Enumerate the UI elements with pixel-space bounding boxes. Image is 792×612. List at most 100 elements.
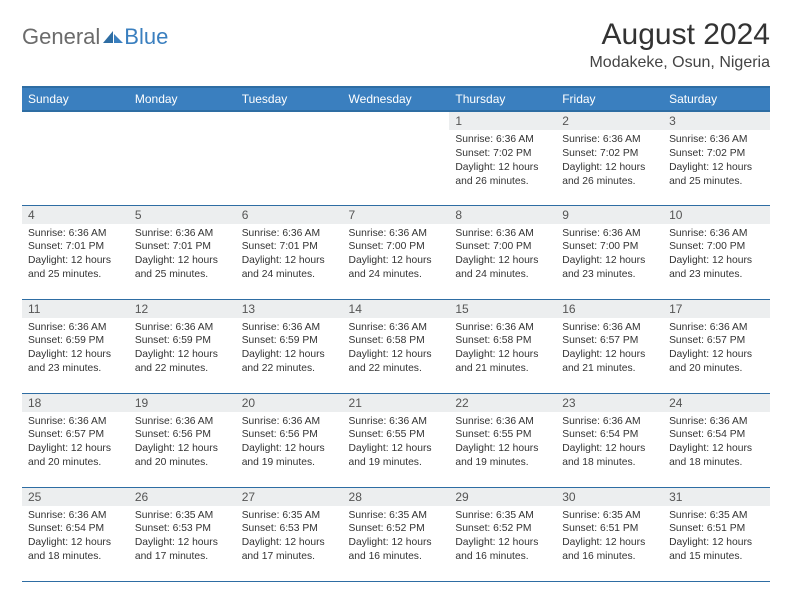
daylight-text: Daylight: 12 hours and 17 minutes. bbox=[135, 536, 230, 564]
calendar-day-cell: 13Sunrise: 6:36 AMSunset: 6:59 PMDayligh… bbox=[236, 299, 343, 393]
day-details: Sunrise: 6:36 AMSunset: 6:58 PMDaylight:… bbox=[449, 318, 556, 381]
day-number: 17 bbox=[663, 300, 770, 318]
calendar-day-cell: 23Sunrise: 6:36 AMSunset: 6:54 PMDayligh… bbox=[556, 393, 663, 487]
daylight-text: Daylight: 12 hours and 20 minutes. bbox=[28, 442, 123, 470]
sunrise-text: Sunrise: 6:36 AM bbox=[562, 415, 657, 429]
daylight-text: Daylight: 12 hours and 18 minutes. bbox=[669, 442, 764, 470]
sunset-text: Sunset: 7:02 PM bbox=[669, 147, 764, 161]
day-number: 11 bbox=[22, 300, 129, 318]
day-number: 30 bbox=[556, 488, 663, 506]
sunrise-text: Sunrise: 6:36 AM bbox=[455, 321, 550, 335]
calendar-day-cell bbox=[22, 111, 129, 205]
calendar-day-cell: 27Sunrise: 6:35 AMSunset: 6:53 PMDayligh… bbox=[236, 487, 343, 581]
day-number: 9 bbox=[556, 206, 663, 224]
calendar-day-cell: 7Sunrise: 6:36 AMSunset: 7:00 PMDaylight… bbox=[343, 205, 450, 299]
sunrise-text: Sunrise: 6:35 AM bbox=[562, 509, 657, 523]
calendar-day-cell: 19Sunrise: 6:36 AMSunset: 6:56 PMDayligh… bbox=[129, 393, 236, 487]
day-details: Sunrise: 6:36 AMSunset: 7:01 PMDaylight:… bbox=[236, 224, 343, 287]
day-details: Sunrise: 6:35 AMSunset: 6:52 PMDaylight:… bbox=[343, 506, 450, 569]
weekday-header: Thursday bbox=[449, 87, 556, 111]
day-details: Sunrise: 6:36 AMSunset: 6:55 PMDaylight:… bbox=[449, 412, 556, 475]
sunrise-text: Sunrise: 6:36 AM bbox=[349, 321, 444, 335]
location-subtitle: Modakeke, Osun, Nigeria bbox=[589, 54, 770, 72]
day-number: 18 bbox=[22, 394, 129, 412]
calendar-day-cell bbox=[236, 111, 343, 205]
day-number: 10 bbox=[663, 206, 770, 224]
day-details: Sunrise: 6:36 AMSunset: 6:54 PMDaylight:… bbox=[556, 412, 663, 475]
calendar-day-cell: 2Sunrise: 6:36 AMSunset: 7:02 PMDaylight… bbox=[556, 111, 663, 205]
sunrise-text: Sunrise: 6:36 AM bbox=[669, 321, 764, 335]
day-number: 21 bbox=[343, 394, 450, 412]
sunset-text: Sunset: 6:57 PM bbox=[28, 428, 123, 442]
weekday-header: Monday bbox=[129, 87, 236, 111]
logo: General Blue bbox=[22, 24, 168, 50]
daylight-text: Daylight: 12 hours and 24 minutes. bbox=[242, 254, 337, 282]
day-details: Sunrise: 6:36 AMSunset: 6:57 PMDaylight:… bbox=[663, 318, 770, 381]
day-details: Sunrise: 6:36 AMSunset: 6:59 PMDaylight:… bbox=[236, 318, 343, 381]
sunrise-text: Sunrise: 6:36 AM bbox=[135, 227, 230, 241]
calendar-day-cell: 29Sunrise: 6:35 AMSunset: 6:52 PMDayligh… bbox=[449, 487, 556, 581]
calendar-day-cell: 24Sunrise: 6:36 AMSunset: 6:54 PMDayligh… bbox=[663, 393, 770, 487]
calendar-day-cell: 16Sunrise: 6:36 AMSunset: 6:57 PMDayligh… bbox=[556, 299, 663, 393]
weekday-header: Friday bbox=[556, 87, 663, 111]
daylight-text: Daylight: 12 hours and 22 minutes. bbox=[349, 348, 444, 376]
sunset-text: Sunset: 6:59 PM bbox=[135, 334, 230, 348]
calendar-day-cell: 10Sunrise: 6:36 AMSunset: 7:00 PMDayligh… bbox=[663, 205, 770, 299]
sunrise-text: Sunrise: 6:36 AM bbox=[562, 227, 657, 241]
day-number: 4 bbox=[22, 206, 129, 224]
sunset-text: Sunset: 6:58 PM bbox=[349, 334, 444, 348]
day-details: Sunrise: 6:36 AMSunset: 7:01 PMDaylight:… bbox=[22, 224, 129, 287]
sunset-text: Sunset: 6:57 PM bbox=[669, 334, 764, 348]
sunset-text: Sunset: 6:56 PM bbox=[242, 428, 337, 442]
calendar-day-cell: 4Sunrise: 6:36 AMSunset: 7:01 PMDaylight… bbox=[22, 205, 129, 299]
daylight-text: Daylight: 12 hours and 16 minutes. bbox=[349, 536, 444, 564]
weekday-header: Sunday bbox=[22, 87, 129, 111]
daylight-text: Daylight: 12 hours and 19 minutes. bbox=[349, 442, 444, 470]
sunrise-text: Sunrise: 6:35 AM bbox=[349, 509, 444, 523]
sunset-text: Sunset: 7:00 PM bbox=[562, 240, 657, 254]
calendar-day-cell: 6Sunrise: 6:36 AMSunset: 7:01 PMDaylight… bbox=[236, 205, 343, 299]
sunrise-text: Sunrise: 6:36 AM bbox=[28, 415, 123, 429]
calendar-day-cell: 15Sunrise: 6:36 AMSunset: 6:58 PMDayligh… bbox=[449, 299, 556, 393]
calendar-day-cell: 31Sunrise: 6:35 AMSunset: 6:51 PMDayligh… bbox=[663, 487, 770, 581]
calendar-day-cell: 22Sunrise: 6:36 AMSunset: 6:55 PMDayligh… bbox=[449, 393, 556, 487]
sunrise-text: Sunrise: 6:36 AM bbox=[349, 415, 444, 429]
logo-sail-icon bbox=[102, 30, 124, 44]
day-details: Sunrise: 6:35 AMSunset: 6:53 PMDaylight:… bbox=[236, 506, 343, 569]
sunset-text: Sunset: 6:55 PM bbox=[455, 428, 550, 442]
day-details: Sunrise: 6:35 AMSunset: 6:52 PMDaylight:… bbox=[449, 506, 556, 569]
day-details: Sunrise: 6:35 AMSunset: 6:51 PMDaylight:… bbox=[556, 506, 663, 569]
day-number: 6 bbox=[236, 206, 343, 224]
day-number: 8 bbox=[449, 206, 556, 224]
day-details: Sunrise: 6:36 AMSunset: 7:01 PMDaylight:… bbox=[129, 224, 236, 287]
day-details: Sunrise: 6:36 AMSunset: 6:57 PMDaylight:… bbox=[556, 318, 663, 381]
daylight-text: Daylight: 12 hours and 16 minutes. bbox=[562, 536, 657, 564]
sunset-text: Sunset: 7:00 PM bbox=[455, 240, 550, 254]
sunrise-text: Sunrise: 6:36 AM bbox=[455, 227, 550, 241]
day-number: 22 bbox=[449, 394, 556, 412]
weekday-header: Saturday bbox=[663, 87, 770, 111]
calendar-day-cell: 25Sunrise: 6:36 AMSunset: 6:54 PMDayligh… bbox=[22, 487, 129, 581]
calendar-week-row: 4Sunrise: 6:36 AMSunset: 7:01 PMDaylight… bbox=[22, 205, 770, 299]
sunset-text: Sunset: 7:01 PM bbox=[28, 240, 123, 254]
sunset-text: Sunset: 6:59 PM bbox=[28, 334, 123, 348]
sunrise-text: Sunrise: 6:36 AM bbox=[455, 415, 550, 429]
sunrise-text: Sunrise: 6:36 AM bbox=[28, 321, 123, 335]
sunrise-text: Sunrise: 6:35 AM bbox=[135, 509, 230, 523]
day-details: Sunrise: 6:36 AMSunset: 6:59 PMDaylight:… bbox=[129, 318, 236, 381]
calendar-day-cell: 30Sunrise: 6:35 AMSunset: 6:51 PMDayligh… bbox=[556, 487, 663, 581]
day-details: Sunrise: 6:36 AMSunset: 7:00 PMDaylight:… bbox=[556, 224, 663, 287]
day-details: Sunrise: 6:36 AMSunset: 6:57 PMDaylight:… bbox=[22, 412, 129, 475]
sunset-text: Sunset: 6:54 PM bbox=[669, 428, 764, 442]
calendar-day-cell: 12Sunrise: 6:36 AMSunset: 6:59 PMDayligh… bbox=[129, 299, 236, 393]
day-details: Sunrise: 6:36 AMSunset: 7:00 PMDaylight:… bbox=[663, 224, 770, 287]
day-details: Sunrise: 6:36 AMSunset: 6:54 PMDaylight:… bbox=[663, 412, 770, 475]
daylight-text: Daylight: 12 hours and 23 minutes. bbox=[562, 254, 657, 282]
daylight-text: Daylight: 12 hours and 24 minutes. bbox=[455, 254, 550, 282]
calendar-week-row: 25Sunrise: 6:36 AMSunset: 6:54 PMDayligh… bbox=[22, 487, 770, 581]
day-number: 27 bbox=[236, 488, 343, 506]
sunrise-text: Sunrise: 6:36 AM bbox=[242, 415, 337, 429]
daylight-text: Daylight: 12 hours and 21 minutes. bbox=[562, 348, 657, 376]
day-details: Sunrise: 6:36 AMSunset: 6:56 PMDaylight:… bbox=[236, 412, 343, 475]
day-number: 2 bbox=[556, 112, 663, 130]
